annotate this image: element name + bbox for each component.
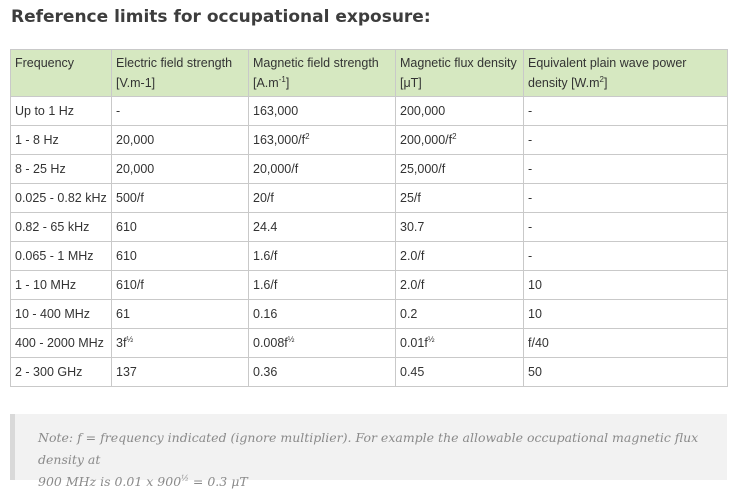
cell-frequency: 2 - 300 GHz <box>10 357 112 387</box>
cell-flux: 0.45 <box>395 357 524 387</box>
cell-magnetic-field: 1.6/f <box>248 270 396 300</box>
table-row: 0.82 - 65 kHz 610 24.4 30.7 - <box>10 212 728 242</box>
cell-electric: 61 <box>111 299 249 329</box>
cell-flux: 0.01f½ <box>395 328 524 358</box>
cell-flux: 25/f <box>395 183 524 213</box>
cell-frequency: 8 - 25 Hz <box>10 154 112 184</box>
cell-flux: 30.7 <box>395 212 524 242</box>
exposure-limits-table: Frequency Electric field strength [V.m-1… <box>10 49 728 387</box>
cell-electric: 610 <box>111 212 249 242</box>
table-row: 1 - 8 Hz 20,000 163,000/f2 200,000/f2 - <box>10 125 728 155</box>
cell-magnetic-field: 20,000/f <box>248 154 396 184</box>
cell-power: - <box>523 183 728 213</box>
cell-flux: 25,000/f <box>395 154 524 184</box>
cell-flux: 2.0/f <box>395 270 524 300</box>
table-row: 0.025 - 0.82 kHz 500/f 20/f 25/f - <box>10 183 728 213</box>
cell-power: - <box>523 125 728 155</box>
cell-magnetic-field: 0.008f½ <box>248 328 396 358</box>
cell-electric: 610 <box>111 241 249 271</box>
cell-frequency: 0.065 - 1 MHz <box>10 241 112 271</box>
cell-magnetic-field: 20/f <box>248 183 396 213</box>
cell-flux: 200,000/f2 <box>395 125 524 155</box>
cell-electric: 610/f <box>111 270 249 300</box>
cell-power: - <box>523 241 728 271</box>
table-row: 0.065 - 1 MHz 610 1.6/f 2.0/f - <box>10 241 728 271</box>
cell-electric: - <box>111 96 249 126</box>
header-electric-field: Electric field strength [V.m-1] <box>111 49 249 97</box>
header-frequency: Frequency <box>10 49 112 97</box>
cell-power: f/40 <box>523 328 728 358</box>
cell-power: - <box>523 154 728 184</box>
cell-magnetic-field: 163,000/f2 <box>248 125 396 155</box>
header-power-density: Equivalent plain wave power density [W.m… <box>523 49 728 97</box>
header-magnetic-field: Magnetic field strength [A.m-1] <box>248 49 396 97</box>
cell-magnetic-field: 0.36 <box>248 357 396 387</box>
cell-electric: 20,000 <box>111 154 249 184</box>
cell-frequency: 1 - 8 Hz <box>10 125 112 155</box>
cell-frequency: 10 - 400 MHz <box>10 299 112 329</box>
cell-magnetic-field: 163,000 <box>248 96 396 126</box>
table-row: 2 - 300 GHz 137 0.36 0.45 50 <box>10 357 728 387</box>
cell-electric: 3f½ <box>111 328 249 358</box>
table-row: 10 - 400 MHz 61 0.16 0.2 10 <box>10 299 728 329</box>
cell-frequency: 400 - 2000 MHz <box>10 328 112 358</box>
table-row: Up to 1 Hz - 163,000 200,000 - <box>10 96 728 126</box>
table-row: 400 - 2000 MHz 3f½ 0.008f½ 0.01f½ f/40 <box>10 328 728 358</box>
cell-magnetic-field: 0.16 <box>248 299 396 329</box>
cell-frequency: 1 - 10 MHz <box>10 270 112 300</box>
cell-electric: 500/f <box>111 183 249 213</box>
cell-flux: 0.2 <box>395 299 524 329</box>
cell-frequency: 0.025 - 0.82 kHz <box>10 183 112 213</box>
cell-power: 50 <box>523 357 728 387</box>
cell-electric: 137 <box>111 357 249 387</box>
cell-power: - <box>523 212 728 242</box>
cell-flux: 200,000 <box>395 96 524 126</box>
header-magnetic-flux: Magnetic flux density [μT] <box>395 49 524 97</box>
cell-power: 10 <box>523 270 728 300</box>
cell-frequency: Up to 1 Hz <box>10 96 112 126</box>
table-row: 8 - 25 Hz 20,000 20,000/f 25,000/f - <box>10 154 728 184</box>
note-blockquote: Note: f = frequency indicated (ignore mu… <box>10 414 727 489</box>
cell-frequency: 0.82 - 65 kHz <box>10 212 112 242</box>
cell-power: 10 <box>523 299 728 329</box>
table-header-row: Frequency Electric field strength [V.m-1… <box>10 49 728 97</box>
table-row: 1 - 10 MHz 610/f 1.6/f 2.0/f 10 <box>10 270 728 300</box>
page-heading: Reference limits for occupational exposu… <box>11 7 431 27</box>
cell-electric: 20,000 <box>111 125 249 155</box>
cell-flux: 2.0/f <box>395 241 524 271</box>
cell-power: - <box>523 96 728 126</box>
note-text: Note: f = frequency indicated (ignore mu… <box>38 430 699 489</box>
cell-magnetic-field: 1.6/f <box>248 241 396 271</box>
cell-magnetic-field: 24.4 <box>248 212 396 242</box>
